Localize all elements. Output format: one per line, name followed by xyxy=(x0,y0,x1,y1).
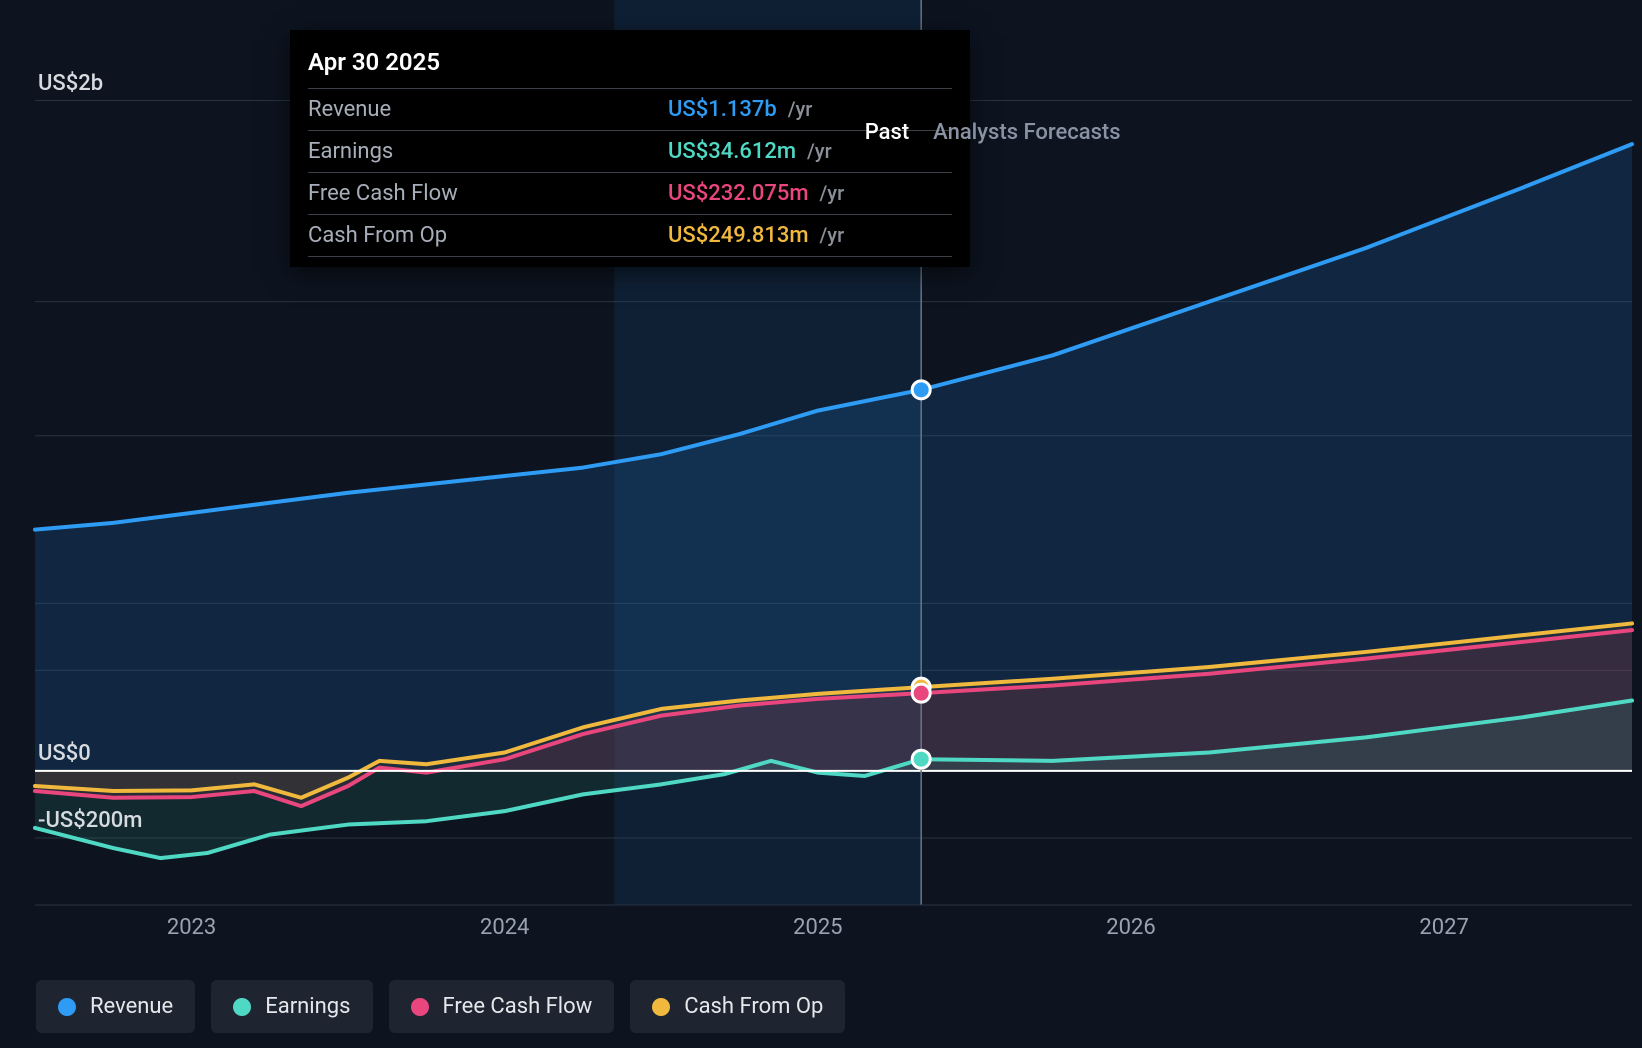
tooltip-row-unit: /yr xyxy=(815,223,845,247)
tooltip-row-unit: /yr xyxy=(815,181,845,205)
legend-item[interactable]: Free Cash Flow xyxy=(389,980,615,1033)
legend-item[interactable]: Revenue xyxy=(36,980,195,1033)
tooltip-row-label: Revenue xyxy=(308,97,668,122)
legend-dot-icon xyxy=(233,998,251,1016)
tooltip-row: Cash From OpUS$249.813m /yr xyxy=(308,215,952,257)
tooltip-rows: RevenueUS$1.137b /yrEarningsUS$34.612m /… xyxy=(308,89,952,257)
legend-item-label: Cash From Op xyxy=(684,994,823,1019)
tooltip-date: Apr 30 2025 xyxy=(308,42,952,89)
tooltip-row-unit: /yr xyxy=(783,97,813,121)
tooltip-row-label: Free Cash Flow xyxy=(308,181,668,206)
x-axis-label: 2023 xyxy=(167,915,216,940)
tooltip-row-label: Cash From Op xyxy=(308,223,668,248)
tooltip: Apr 30 2025 RevenueUS$1.137b /yrEarnings… xyxy=(290,30,970,267)
y-axis-label: -US$200m xyxy=(38,808,142,833)
legend-dot-icon xyxy=(411,998,429,1016)
y-axis-label: US$2b xyxy=(38,71,103,96)
tooltip-row-value: US$1.137b /yr xyxy=(668,97,812,122)
tooltip-row-value: US$249.813m /yr xyxy=(668,223,844,248)
x-axis-label: 2027 xyxy=(1419,915,1468,940)
x-axis-label: 2026 xyxy=(1106,915,1155,940)
tooltip-row: Free Cash FlowUS$232.075m /yr xyxy=(308,173,952,215)
legend: Revenue Earnings Free Cash Flow Cash From O… xyxy=(36,980,845,1033)
y-axis-label: US$0 xyxy=(38,741,91,766)
financial-chart: Apr 30 2025 RevenueUS$1.137b /yrEarnings… xyxy=(0,0,1642,1048)
tooltip-row-value: US$232.075m /yr xyxy=(668,181,844,206)
label-past: Past xyxy=(0,120,921,145)
legend-item-label: Earnings xyxy=(265,994,350,1019)
x-axis-label: 2024 xyxy=(480,915,529,940)
legend-dot-icon xyxy=(652,998,670,1016)
label-forecast: Analysts Forecasts xyxy=(921,120,1120,145)
legend-dot-icon xyxy=(58,998,76,1016)
legend-item[interactable]: Earnings xyxy=(211,980,372,1033)
legend-item-label: Free Cash Flow xyxy=(443,994,593,1019)
legend-item-label: Revenue xyxy=(90,994,173,1019)
x-axis-label: 2025 xyxy=(793,915,842,940)
legend-item[interactable]: Cash From Op xyxy=(630,980,845,1033)
